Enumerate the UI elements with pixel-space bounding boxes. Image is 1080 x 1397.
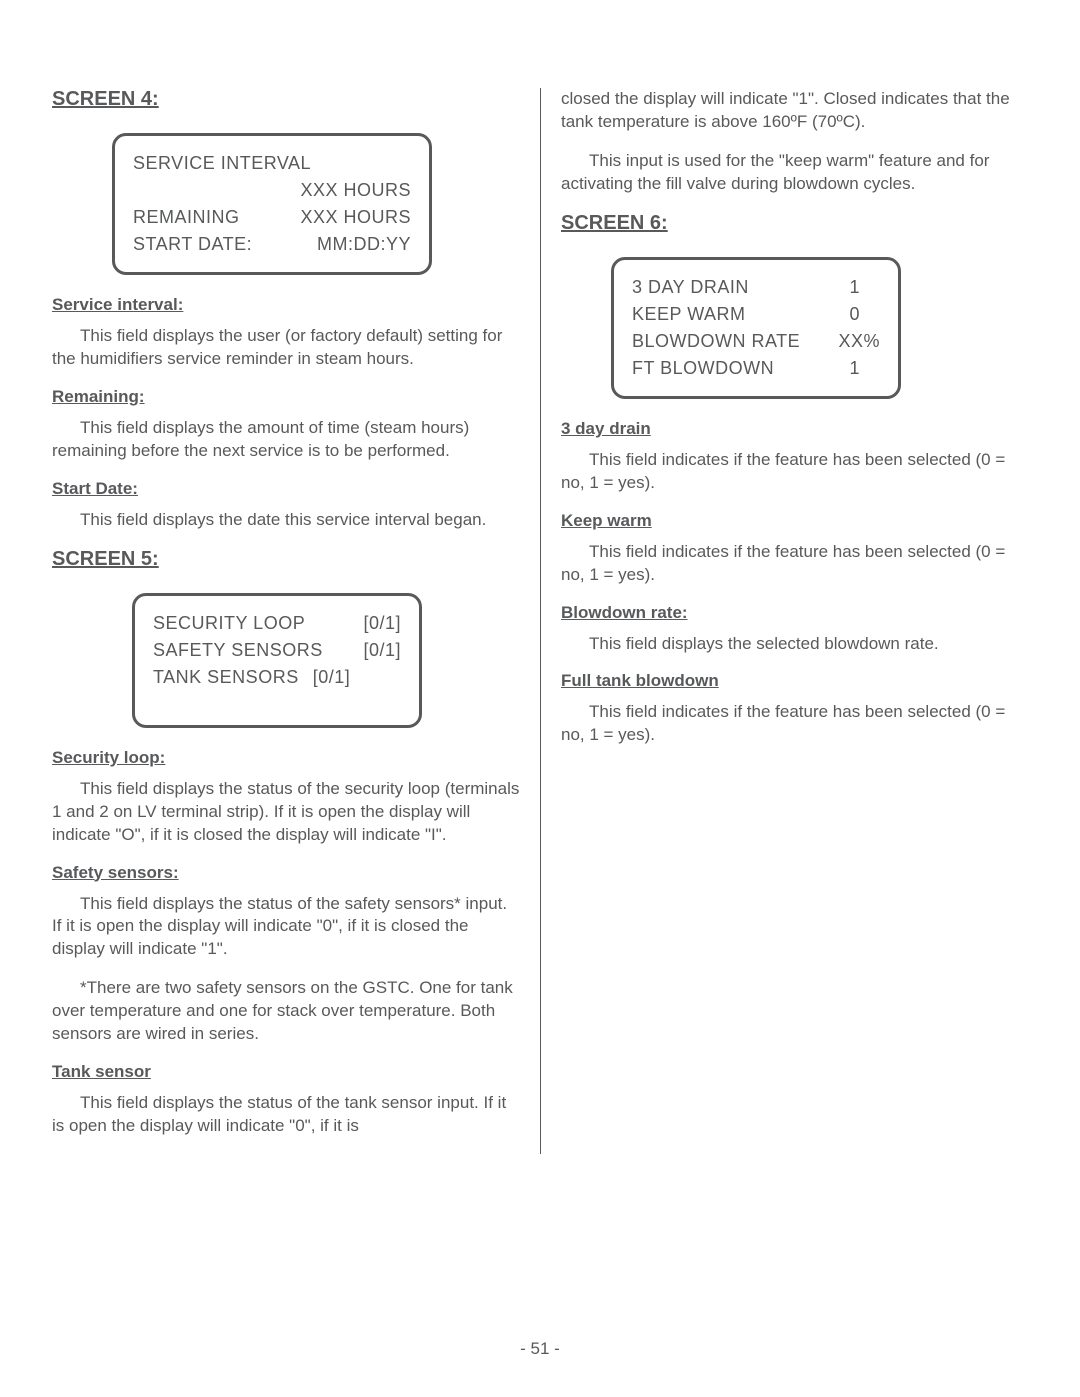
lcd-row: REMAINING XXX HOURS (133, 204, 411, 231)
screen4-lcd: SERVICE INTERVAL XXX HOURS REMAINING XXX… (112, 133, 432, 275)
keep-warm-heading: Keep warm (561, 511, 1028, 531)
lcd-label: KEEP WARM (632, 301, 746, 328)
lcd-value: MM:DD:YY (317, 231, 411, 258)
lcd-label: REMAINING (133, 204, 240, 231)
tank-sensor-heading: Tank sensor (52, 1062, 520, 1082)
screen4-title: SCREEN 4: (52, 88, 520, 111)
lcd-value: 1 (849, 355, 880, 382)
blowdown-rate-body: This field displays the selected blowdow… (561, 633, 1028, 656)
lcd-row: FT BLOWDOWN 1 (632, 355, 880, 382)
service-interval-heading: Service interval: (52, 295, 520, 315)
keep-warm-body: This field indicates if the feature has … (561, 541, 1028, 587)
security-loop-heading: Security loop: (52, 748, 520, 768)
lcd-label: START DATE: (133, 231, 252, 258)
screen6-lcd: 3 DAY DRAIN 1 KEEP WARM 0 BLOWDOWN RATE … (611, 257, 901, 399)
lcd-label: SERVICE INTERVAL (133, 150, 311, 177)
full-tank-blowdown-heading: Full tank blowdown (561, 671, 1028, 691)
full-tank-blowdown-body: This field indicates if the feature has … (561, 701, 1028, 747)
security-loop-body: This field displays the status of the se… (52, 778, 520, 847)
screen5-lcd: SECURITY LOOP [0/1] SAFETY SENSORS [0/1]… (132, 593, 422, 728)
remaining-body: This field displays the amount of time (… (52, 417, 520, 463)
lcd-label: TANK SENSORS (153, 664, 299, 691)
lcd-value: [0/1] (313, 664, 351, 691)
right-column: closed the display will indicate "1". Cl… (540, 88, 1028, 1154)
left-column: SCREEN 4: SERVICE INTERVAL XXX HOURS REM… (52, 88, 540, 1154)
lcd-row: KEEP WARM 0 (632, 301, 880, 328)
blowdown-rate-heading: Blowdown rate: (561, 603, 1028, 623)
lcd-label: SAFETY SENSORS (153, 637, 323, 664)
remaining-heading: Remaining: (52, 387, 520, 407)
lcd-row: XXX HOURS (133, 177, 411, 204)
lcd-value: XXX HOURS (300, 177, 411, 204)
manual-page: SCREEN 4: SERVICE INTERVAL XXX HOURS REM… (0, 0, 1080, 1397)
continuation-body1: closed the display will indicate "1". Cl… (561, 88, 1028, 134)
lcd-label: 3 DAY DRAIN (632, 274, 749, 301)
lcd-row: SERVICE INTERVAL (133, 150, 411, 177)
lcd-row: SECURITY LOOP [0/1] (153, 610, 401, 637)
lcd-label: SECURITY LOOP (153, 610, 305, 637)
lcd-row: 3 DAY DRAIN 1 (632, 274, 880, 301)
safety-sensors-body1: This field displays the status of the sa… (52, 893, 520, 962)
start-date-heading: Start Date: (52, 479, 520, 499)
tank-sensor-body: This field displays the status of the ta… (52, 1092, 520, 1138)
lcd-row: BLOWDOWN RATE XX% (632, 328, 880, 355)
start-date-body: This field displays the date this servic… (52, 509, 520, 532)
continuation-body2: This input is used for the "keep warm" f… (561, 150, 1028, 196)
lcd-value: [0/1] (363, 637, 401, 664)
lcd-value: 0 (849, 301, 880, 328)
service-interval-body: This field displays the user (or factory… (52, 325, 520, 371)
lcd-value: XXX HOURS (300, 204, 411, 231)
lcd-value: 1 (849, 274, 880, 301)
three-day-drain-heading: 3 day drain (561, 419, 1028, 439)
screen5-title: SCREEN 5: (52, 548, 520, 571)
column-layout: SCREEN 4: SERVICE INTERVAL XXX HOURS REM… (52, 88, 1028, 1154)
lcd-label: BLOWDOWN RATE (632, 328, 800, 355)
lcd-value: [0/1] (363, 610, 401, 637)
safety-sensors-body2: *There are two safety sensors on the GST… (52, 977, 520, 1046)
screen6-title: SCREEN 6: (561, 212, 1028, 235)
three-day-drain-body: This field indicates if the feature has … (561, 449, 1028, 495)
safety-sensors-heading: Safety sensors: (52, 863, 520, 883)
lcd-row: START DATE: MM:DD:YY (133, 231, 411, 258)
lcd-row: SAFETY SENSORS [0/1] (153, 637, 401, 664)
lcd-label: FT BLOWDOWN (632, 355, 774, 382)
lcd-row: TANK SENSORS [0/1] (153, 664, 401, 691)
page-number: - 51 - (0, 1339, 1080, 1359)
lcd-value: XX% (838, 328, 880, 355)
